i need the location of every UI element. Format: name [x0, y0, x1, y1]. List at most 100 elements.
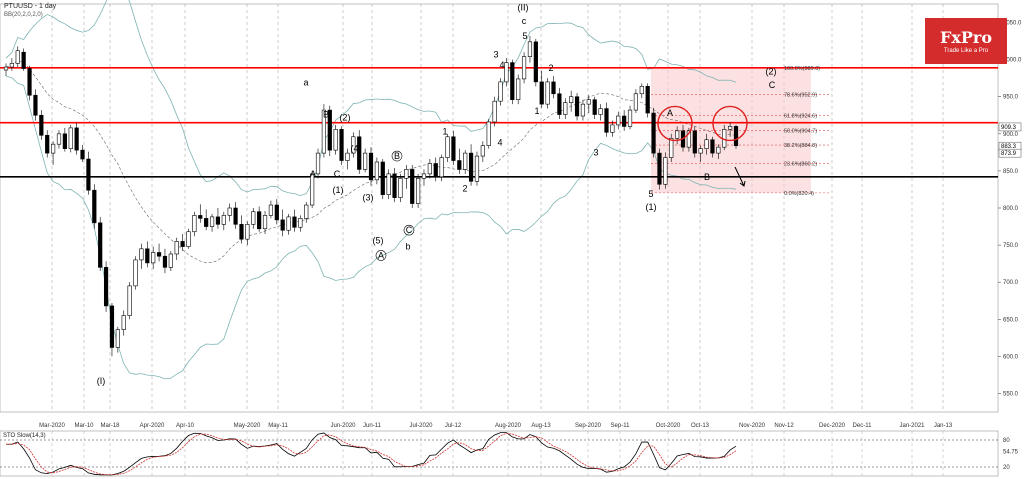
candle-body: [27, 68, 32, 96]
candle-body: [174, 241, 179, 255]
price-label: 909.3: [1001, 125, 1017, 131]
elliott-wave-label: 5: [648, 189, 653, 199]
candle-body: [192, 215, 197, 233]
candle-body: [262, 215, 268, 230]
logo-name: FxPro: [939, 28, 993, 47]
candle-body: [50, 143, 56, 154]
candle-body: [545, 81, 550, 105]
candle-body: [15, 50, 20, 64]
candle-body: [280, 219, 285, 231]
candle-body: [139, 248, 144, 261]
candle-body: [21, 51, 26, 69]
candle-body: [433, 163, 438, 178]
x-tick-label: Dec-11: [853, 423, 873, 429]
fib-level-label: 23.6%(860.2): [784, 161, 817, 167]
x-tick-label: Mar-10: [74, 423, 94, 429]
chart-symbol-title: PTUUSD - 1 day: [4, 3, 57, 10]
candle-body: [339, 129, 344, 161]
candle-body: [551, 81, 556, 95]
candle-body: [368, 152, 374, 181]
candle-body: [704, 139, 709, 149]
x-tick-label: May-11: [268, 423, 288, 429]
candle-body: [292, 216, 297, 228]
candle-body: [669, 137, 674, 158]
elliott-wave-label: a: [303, 78, 308, 88]
elliott-wave-label: b: [405, 242, 410, 252]
candle-body: [728, 126, 733, 130]
candle-body: [9, 63, 14, 68]
fib-level-label: 0.0%(820.4): [784, 191, 814, 197]
candle-body: [398, 178, 403, 198]
candle-body: [457, 160, 462, 170]
fib-level-label: 50.0%(904.7): [784, 128, 817, 134]
candle-body: [156, 252, 162, 257]
candle-body: [363, 152, 368, 170]
x-tick-label: Jun-11: [363, 423, 382, 429]
wave-label-circle: [403, 224, 415, 236]
candle-body: [268, 204, 274, 216]
candle-body: [592, 99, 597, 115]
candle-body: [627, 109, 633, 127]
elliott-wave-label: 1: [534, 106, 539, 116]
logo-tagline: Trade Like a Pro: [943, 48, 989, 54]
x-tick-label: Oct-13: [691, 423, 710, 429]
candle-body: [516, 78, 521, 100]
candle-body: [451, 136, 456, 161]
candle-body: [675, 130, 680, 139]
y-tick-label: 550.0: [1003, 391, 1019, 397]
candle-body: [569, 96, 574, 103]
y-tick-label: 900.0: [1003, 132, 1019, 138]
candle-body: [321, 109, 327, 154]
candle-body: [145, 248, 150, 264]
candle-body: [651, 112, 656, 154]
candle-body: [209, 216, 215, 227]
candle-body: [304, 204, 309, 219]
candle-body: [733, 126, 739, 146]
candle-body: [39, 114, 44, 136]
direction-arrow: [734, 166, 746, 187]
candle-body: [657, 152, 662, 185]
x-tick-label: Mar-18: [100, 423, 120, 429]
elliott-wave-label: 5: [522, 31, 527, 41]
elliott-wave-label: B: [323, 109, 329, 119]
candle-body: [539, 81, 544, 105]
candle-body: [68, 127, 73, 149]
x-tick-label: Mar-2020: [39, 423, 65, 429]
candle-body: [245, 224, 250, 240]
candle-body: [333, 129, 338, 151]
candle-body: [386, 173, 391, 195]
resistance-circle: [657, 105, 693, 142]
candle-body: [251, 211, 256, 225]
elliott-wave-label: A: [667, 108, 673, 118]
x-tick-label: Jan-13: [934, 423, 953, 429]
candle-body: [580, 103, 586, 117]
elliott-wave-label: B: [704, 172, 710, 182]
stochastic-panel: [0, 430, 999, 477]
candle-body: [74, 127, 79, 151]
candle-body: [198, 215, 203, 219]
candle-body: [109, 305, 115, 348]
candle-body: [310, 173, 315, 206]
plot-frame: [0, 3, 999, 413]
candle-body: [445, 136, 450, 158]
x-tick-label: Jan-2021: [899, 423, 925, 429]
candle-body: [486, 121, 491, 146]
candle-body: [345, 152, 350, 161]
elliott-wave-label: (II): [518, 3, 529, 13]
candle-body: [103, 267, 109, 307]
candle-body: [521, 56, 527, 80]
candle-body: [62, 133, 67, 149]
elliott-wave-label: (1): [646, 202, 657, 212]
candle-body: [716, 146, 721, 154]
candle-body: [598, 108, 603, 115]
resistance-circle: [712, 105, 748, 142]
stochastic-tick-label: 80: [1003, 438, 1010, 444]
candle-body: [633, 93, 639, 111]
price-label-box: [998, 122, 1022, 132]
elliott-wave-label: 2: [548, 63, 553, 73]
stochastic-title: STO Slow(14,3): [3, 433, 46, 439]
elliott-wave-label: C: [769, 80, 776, 90]
candle-body: [498, 81, 503, 102]
y-tick-label: 1050.0: [1003, 21, 1022, 27]
candle-body: [186, 231, 191, 247]
